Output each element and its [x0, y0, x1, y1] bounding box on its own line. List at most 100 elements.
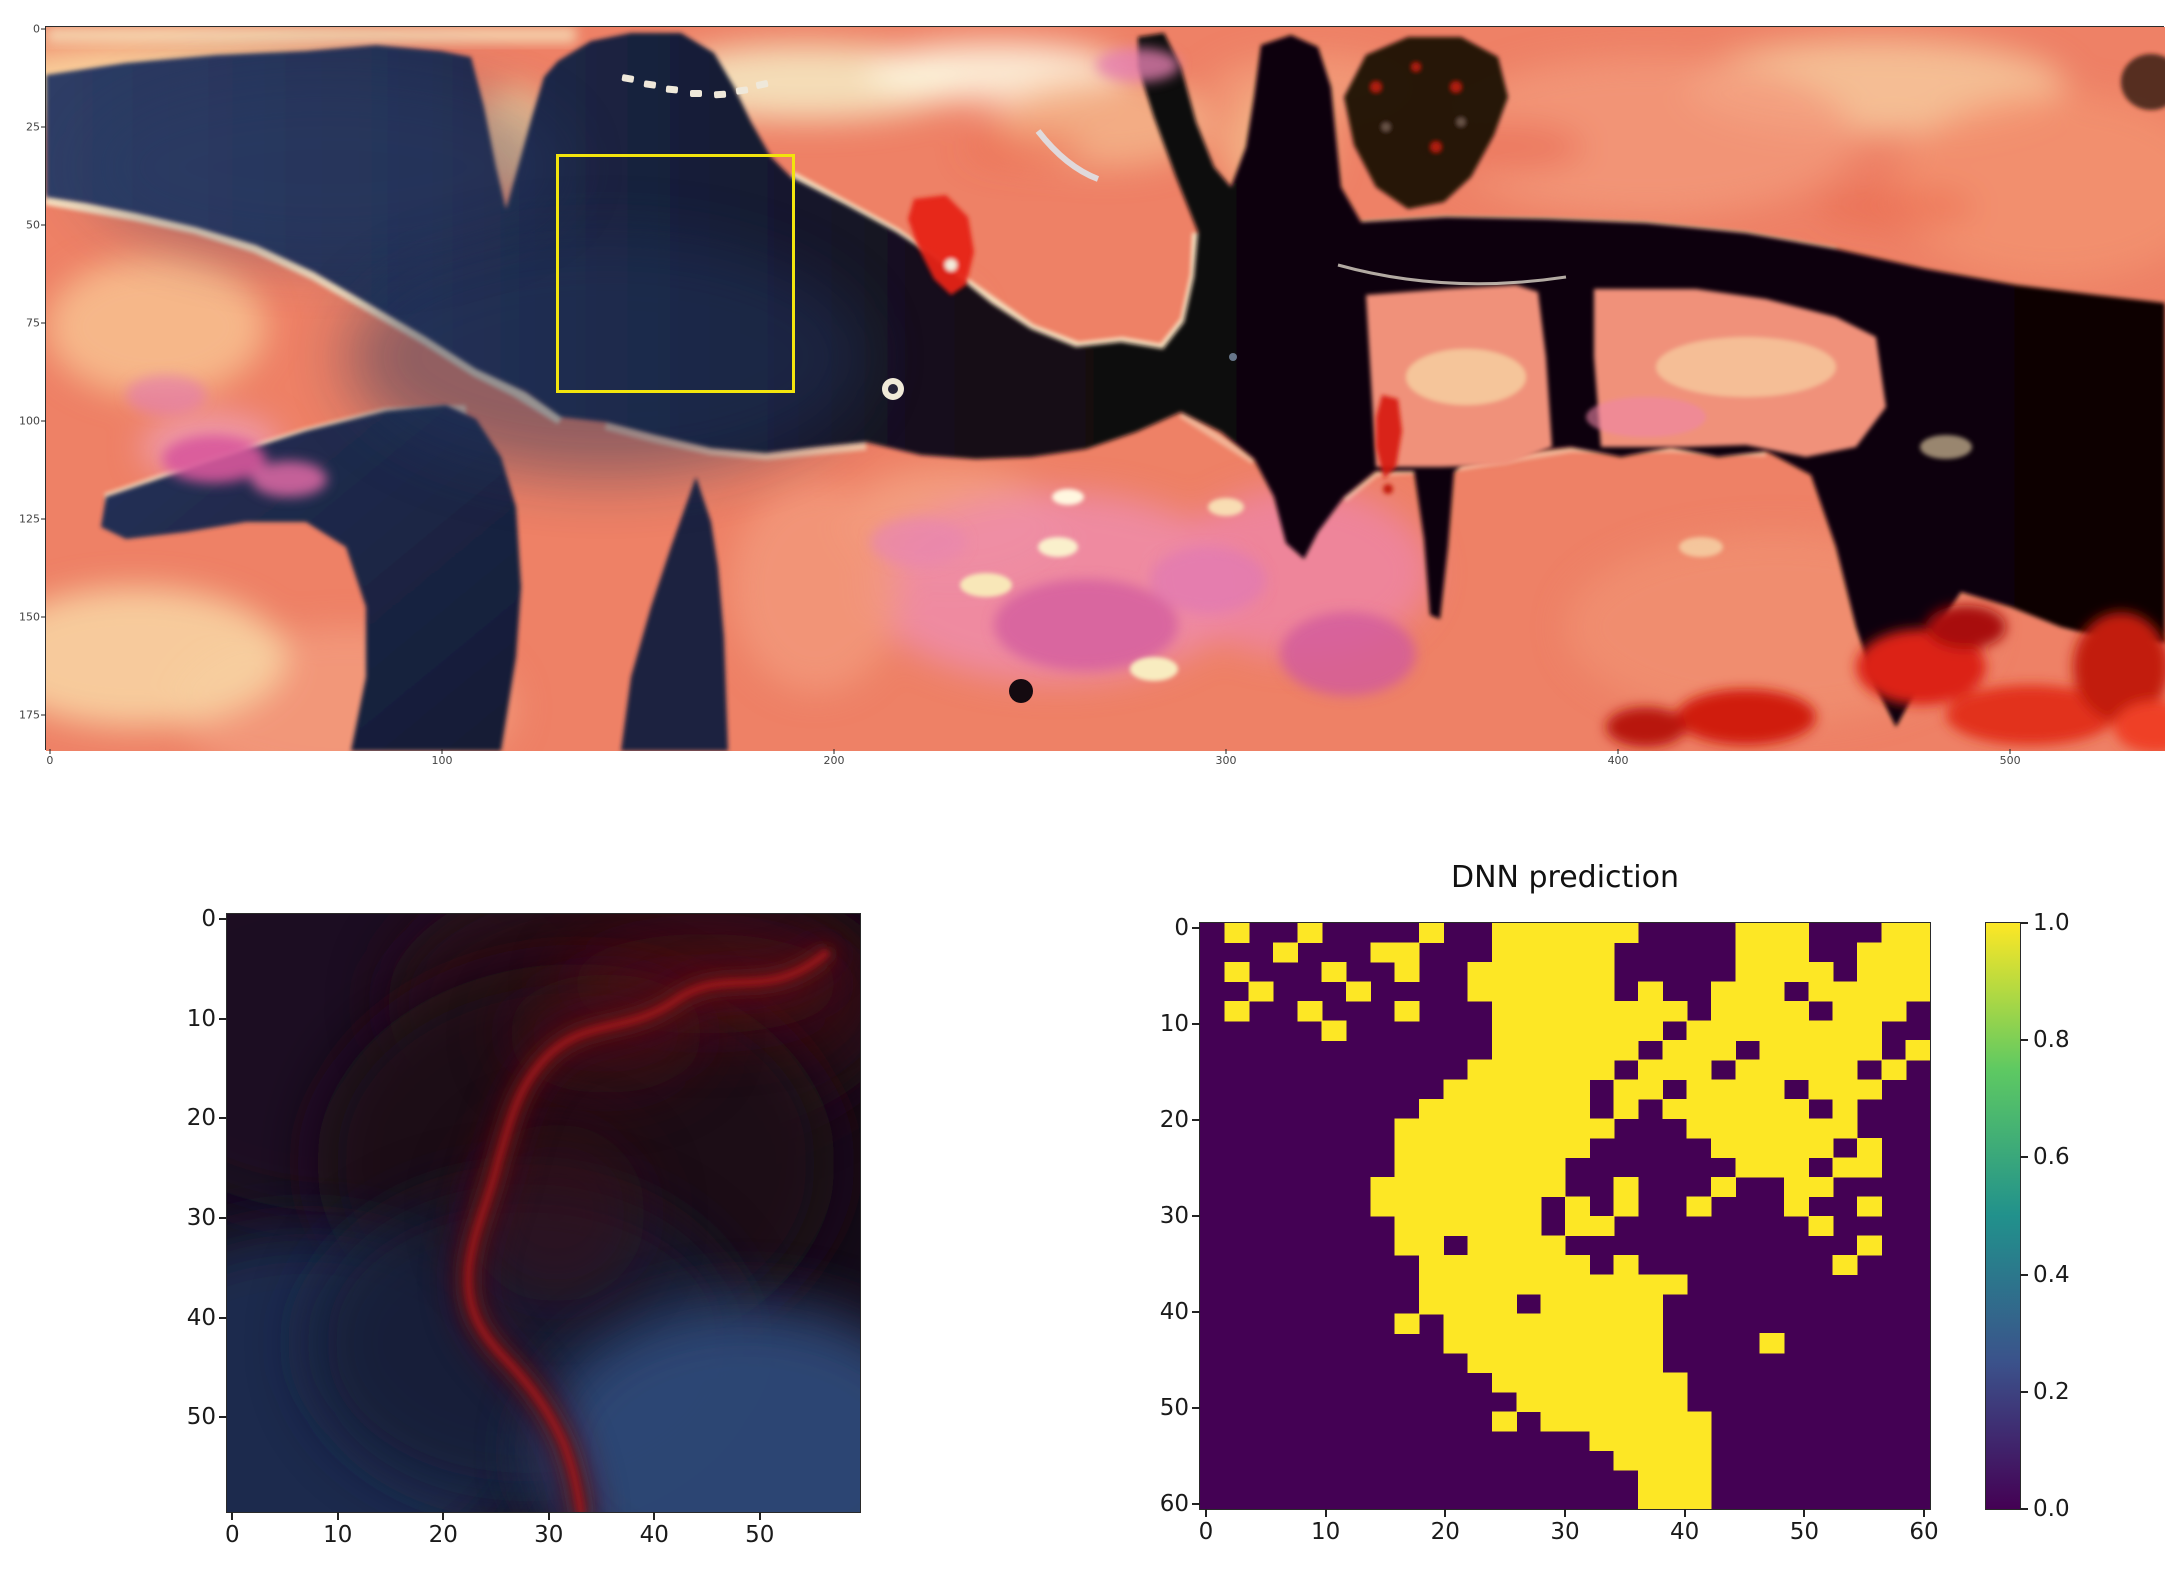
tick-mark — [758, 1512, 761, 1520]
tick-label: 10 — [186, 1005, 216, 1032]
red-patches — [908, 195, 1402, 494]
tick-mark — [41, 224, 46, 226]
tick-label: 0.2 — [2033, 1378, 2070, 1405]
tick-mark — [1192, 1311, 1200, 1314]
tick-label: 0 — [1174, 914, 1189, 941]
tick-label: 30 — [186, 1204, 216, 1231]
highlight-rectangle — [555, 154, 795, 394]
water-blue-wash — [346, 237, 866, 477]
river-arm — [101, 405, 521, 751]
tick-mark — [1192, 1215, 1200, 1217]
tick-label: 1.0 — [2033, 910, 2070, 936]
tick-mark — [1324, 1509, 1327, 1517]
magenta-fields — [126, 48, 1416, 696]
tick-label: 400 — [1607, 754, 1629, 767]
tick-label: 30 — [1159, 1203, 1189, 1229]
tick-label: 0.8 — [2033, 1027, 2070, 1054]
tick-mark — [2020, 922, 2028, 924]
tick-mark — [1192, 1118, 1200, 1121]
crop-axes: 0 10 20 30 40 50 0 10 20 30 40 50 — [187, 906, 861, 1548]
tick-mark — [41, 322, 46, 324]
tick-label: 10 — [323, 1522, 353, 1548]
dnn-prediction-heatmap — [1200, 923, 1930, 1509]
tick-mark — [653, 1512, 656, 1520]
tick-label: 300 — [1215, 754, 1237, 767]
tick-mark — [41, 518, 46, 520]
tick-label: 0 — [33, 22, 40, 36]
tick-mark — [41, 420, 46, 422]
tick-mark — [219, 917, 227, 920]
tick-mark — [1192, 1407, 1200, 1410]
cream-flecks — [960, 435, 1972, 681]
tick-label: 200 — [823, 754, 845, 767]
tick-mark — [833, 749, 835, 754]
tick-label: 0 — [1198, 1519, 1214, 1545]
tick-mark — [41, 28, 46, 30]
tick-mark — [2020, 1508, 2028, 1510]
tick-mark — [2020, 1390, 2028, 1393]
white-streak — [1035, 129, 1100, 182]
tick-mark — [1192, 1022, 1200, 1025]
bridge-dashes — [621, 74, 769, 99]
tick-label: 0 — [224, 1522, 240, 1548]
tick-label: 0.0 — [2033, 1496, 2070, 1522]
dnn-prediction-axes: 0 10 20 30 40 50 60 0 10 20 30 40 50 60 — [1160, 915, 1939, 1545]
plot-title: DNN prediction — [1450, 860, 1680, 895]
tick-mark — [219, 1216, 227, 1219]
tick-label: 50 — [186, 1404, 216, 1431]
tick-mark — [2020, 1156, 2028, 1159]
tick-mark — [41, 616, 46, 618]
tick-mark — [49, 749, 51, 754]
red-patches-bottom-right — [1606, 605, 2165, 751]
pond-ring — [882, 378, 904, 400]
tick-label: 0 — [46, 754, 54, 767]
tick-mark — [41, 126, 46, 128]
tick-label: 50 — [745, 1522, 775, 1548]
tick-mark — [1803, 1509, 1806, 1517]
inter-band-land — [1366, 285, 1886, 467]
crop-image — [227, 914, 860, 1512]
tick-label: 150 — [19, 610, 40, 624]
tick-mark — [2009, 749, 2011, 754]
tick-mark — [219, 1316, 227, 1319]
tick-label: 20 — [1159, 1106, 1189, 1133]
tick-label: 30 — [1550, 1519, 1580, 1545]
tick-mark — [1564, 1509, 1566, 1517]
water-body — [46, 33, 2165, 727]
tick-label: 0.4 — [2033, 1261, 2070, 1288]
tick-label: 125 — [19, 512, 40, 526]
tick-mark — [1192, 926, 1200, 929]
tick-label: 40 — [1670, 1519, 1700, 1545]
tick-label: 50 — [1789, 1519, 1819, 1545]
tick-mark — [441, 749, 443, 754]
tick-label: 10 — [1311, 1519, 1341, 1545]
tick-mark — [442, 1512, 445, 1520]
dark-forest-patch — [1344, 37, 2165, 209]
tick-mark — [2020, 1039, 2028, 1042]
tick-label: 40 — [639, 1522, 669, 1548]
tick-mark — [1204, 1509, 1207, 1517]
river-channel — [451, 936, 843, 1512]
tick-mark — [547, 1512, 550, 1520]
tick-mark — [1923, 1509, 1926, 1517]
tick-label: 75 — [26, 316, 40, 330]
river-arm-2 — [621, 477, 728, 751]
tick-mark — [1444, 1509, 1447, 1517]
tick-label: 30 — [534, 1522, 564, 1548]
tick-label: 100 — [431, 754, 453, 767]
tick-label: 60 — [1159, 1491, 1189, 1518]
tick-mark — [1225, 749, 1227, 754]
tick-label: 50 — [26, 218, 40, 232]
tick-mark — [41, 714, 46, 716]
land-dark-dot — [1009, 679, 1033, 703]
tick-mark — [336, 1512, 339, 1520]
tick-mark — [219, 1416, 227, 1419]
water-speck — [1229, 353, 1237, 361]
tick-mark — [219, 1117, 227, 1120]
tick-label: 10 — [1159, 1010, 1189, 1037]
tick-label: 25 — [26, 120, 40, 134]
tick-mark — [1683, 1509, 1686, 1517]
tick-mark — [231, 1512, 234, 1520]
top-cream-strip — [46, 27, 576, 43]
